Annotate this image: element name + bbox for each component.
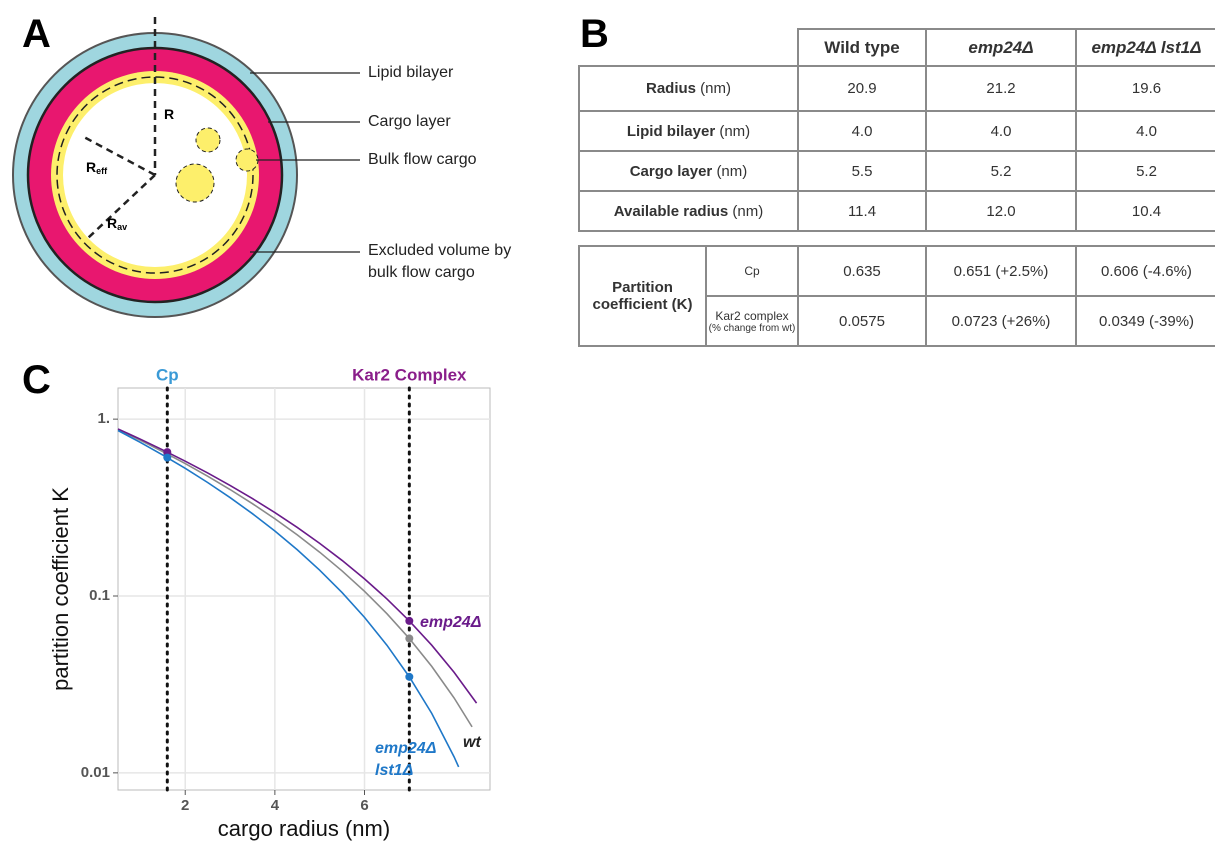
- cell: 19.6: [1075, 65, 1215, 112]
- cell: 0.0575: [797, 295, 927, 347]
- row-header: Partition coefficient (K): [578, 245, 707, 347]
- x-tick-label: 2: [181, 797, 189, 814]
- row-unit: (nm): [719, 122, 751, 140]
- bulk-cargo: [195, 127, 221, 153]
- row-header: Available radius (nm): [578, 190, 799, 232]
- marker: [163, 448, 172, 457]
- cell: 10.4: [1075, 190, 1215, 232]
- table: Wild type emp24Δ emp24Δ lst1Δ Radius (nm…: [578, 28, 1215, 232]
- radius-label: R: [86, 159, 96, 175]
- radius-label: Rav: [107, 215, 127, 233]
- y-tick-label: 0.01: [81, 764, 110, 781]
- row-unit: (nm): [716, 162, 748, 180]
- series-line: [117, 429, 460, 768]
- series-label: emp24Δ lst1Δ: [375, 740, 436, 779]
- cell: 5.2: [925, 150, 1077, 192]
- radius-line: [81, 134, 156, 177]
- bulk-cargo: [235, 148, 259, 172]
- cell: 11.4: [797, 190, 927, 232]
- sub-note: (% change from wt): [708, 322, 796, 334]
- series-label: wt: [463, 734, 481, 751]
- radius-label: R: [107, 215, 117, 231]
- row-label: Available radius: [613, 202, 729, 220]
- cell: 21.2: [925, 65, 1077, 112]
- radius-sub: av: [117, 222, 127, 232]
- cell: 4.0: [797, 110, 927, 152]
- radius-label: R: [164, 106, 174, 122]
- cell: 0.606 (-4.6%): [1075, 245, 1215, 297]
- row-label: Cargo layer: [629, 162, 713, 180]
- reference-label: Kar2 Complex: [352, 365, 467, 384]
- sub-header: Kar2 complex (% change from wt): [705, 295, 799, 347]
- cell: 0.0349 (-39%): [1075, 295, 1215, 347]
- x-axis-title: cargo radius (nm): [218, 816, 390, 841]
- sub-header: Cp: [705, 245, 799, 297]
- y-tick-label: 0.1: [89, 587, 110, 604]
- sub-label: Kar2 complex: [715, 308, 789, 323]
- reference-label: Cp: [156, 365, 179, 384]
- row-unit: (nm): [732, 202, 764, 220]
- y-tick-label: 1.: [97, 410, 110, 427]
- cell: 0.635: [797, 245, 927, 297]
- radius-line: [87, 174, 156, 239]
- marker: [405, 616, 414, 625]
- callout: Bulk flow cargo: [368, 151, 477, 168]
- panel-label: A: [22, 12, 51, 56]
- cell: 5.2: [1075, 150, 1215, 192]
- cell: 5.5: [797, 150, 927, 192]
- plot-area: [117, 387, 491, 791]
- chart: 2 4 6 1. 0.1 0.01 cargo radius (nm) partition c…: [48, 365, 491, 841]
- radius-sub: eff: [96, 166, 108, 176]
- x-tick-label: 6: [360, 797, 368, 814]
- row-unit: (nm): [700, 80, 731, 97]
- excluded-boundary: [56, 76, 254, 274]
- cell: 12.0: [925, 190, 1077, 232]
- cell: 0.651 (+2.5%): [925, 245, 1077, 297]
- radius-label: R: [164, 106, 174, 122]
- corner: [579, 29, 799, 67]
- cell: 0.0723 (+26%): [925, 295, 1077, 347]
- marker: [405, 672, 414, 681]
- bulk-cargo: [175, 163, 215, 203]
- cell: 20.9: [797, 65, 927, 112]
- row-label: Radius: [645, 80, 696, 97]
- radius-label: Reff: [86, 159, 108, 177]
- partition-table: Partition coefficient (K) Cp 0.635 0.651…: [578, 245, 1215, 347]
- vesicle-diagram: R Reff Rav: [12, 17, 360, 318]
- row-label: Lipid bilayer: [626, 122, 716, 140]
- y-axis-title: partition coefficient K: [48, 487, 73, 691]
- panel-label: C: [22, 358, 51, 402]
- x-tick-label: 4: [271, 797, 280, 814]
- row-header: Radius (nm): [578, 65, 799, 112]
- series-label: emp24Δ: [420, 614, 482, 631]
- series-line: [117, 428, 478, 704]
- column-header: emp24Δ lst1Δ: [1075, 28, 1215, 67]
- cell: 4.0: [925, 110, 1077, 152]
- column-header: Wild type: [797, 28, 927, 67]
- callout: Excluded volume by bulk flow cargo: [368, 242, 512, 281]
- callout: Cargo layer: [368, 113, 451, 130]
- row-header: Lipid bilayer (nm): [578, 110, 799, 152]
- marker: [405, 634, 414, 643]
- cell: 4.0: [1075, 110, 1215, 152]
- row-header: Cargo layer (nm): [578, 150, 799, 192]
- callout: Lipid bilayer: [368, 64, 454, 81]
- column-header: emp24Δ: [925, 28, 1077, 67]
- marker: [163, 453, 172, 462]
- series-line: [117, 428, 473, 728]
